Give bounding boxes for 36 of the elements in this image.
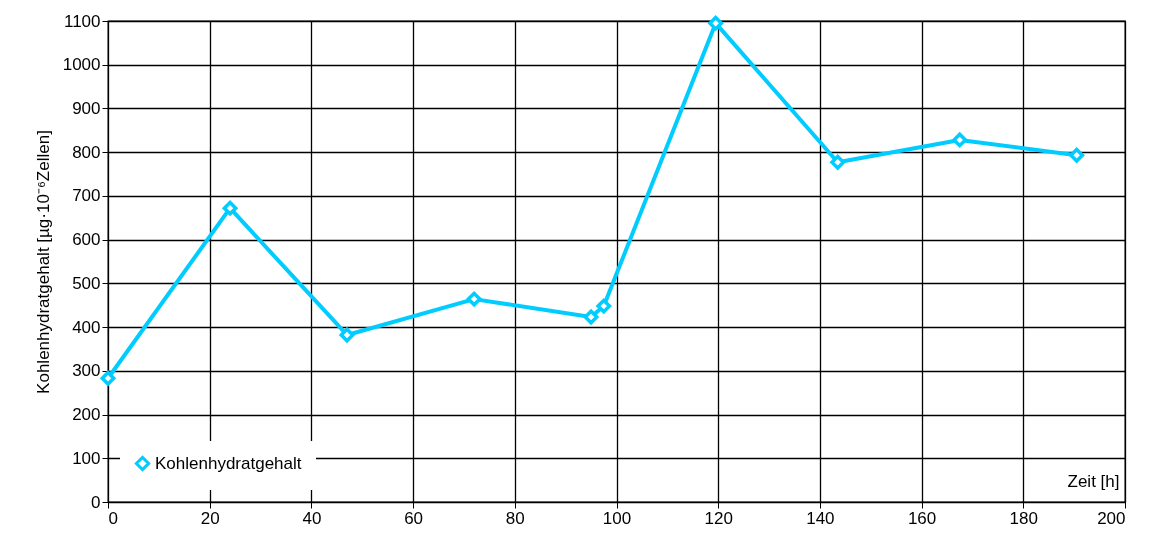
- point: [708, 15, 724, 31]
- point: [1069, 147, 1085, 163]
- x-tick-label: 60: [404, 508, 424, 528]
- x-axis-title: Zeit [h]: [1067, 471, 1120, 491]
- y-axis-title: Kohlenhydratgehalt [µg·10⁻⁶Zellen]: [33, 130, 53, 394]
- point: [466, 291, 482, 307]
- legend-label: Kohlenhydratgehalt: [155, 453, 302, 473]
- y-tick-label: 600: [72, 230, 101, 250]
- y-tick-label: 900: [72, 98, 101, 118]
- y-tick-label: 700: [72, 186, 101, 206]
- y-tick-label: 400: [72, 317, 101, 337]
- point: [583, 309, 599, 325]
- x-tick-label: 80: [505, 508, 525, 528]
- point: [830, 154, 846, 170]
- y-tick-label: 500: [72, 273, 101, 293]
- y-tick-label: 1000: [62, 55, 101, 75]
- y-tick-label: 0: [91, 492, 101, 512]
- y-tick-label: 1100: [63, 11, 101, 31]
- x-tick-label: 0: [108, 508, 118, 528]
- x-tick-label: 40: [302, 508, 322, 528]
- point: [952, 132, 968, 148]
- x-tick-label: 20: [200, 508, 220, 528]
- point: [339, 327, 355, 343]
- y-tick-label: 100: [72, 448, 101, 468]
- x-tick-label: 140: [806, 508, 835, 528]
- x-tick-label: 160: [907, 508, 937, 528]
- point: [100, 370, 116, 386]
- x-tick-label: 120: [704, 508, 733, 528]
- x-tick-label: 180: [1009, 508, 1038, 528]
- x-tick-label: 100: [602, 508, 632, 528]
- point: [222, 200, 238, 216]
- y-tick-label: 300: [72, 361, 101, 381]
- point: [596, 298, 612, 314]
- y-tick-label: 800: [72, 142, 101, 162]
- x-tick-label: 200: [1097, 508, 1126, 528]
- y-tick-label: 200: [72, 405, 101, 425]
